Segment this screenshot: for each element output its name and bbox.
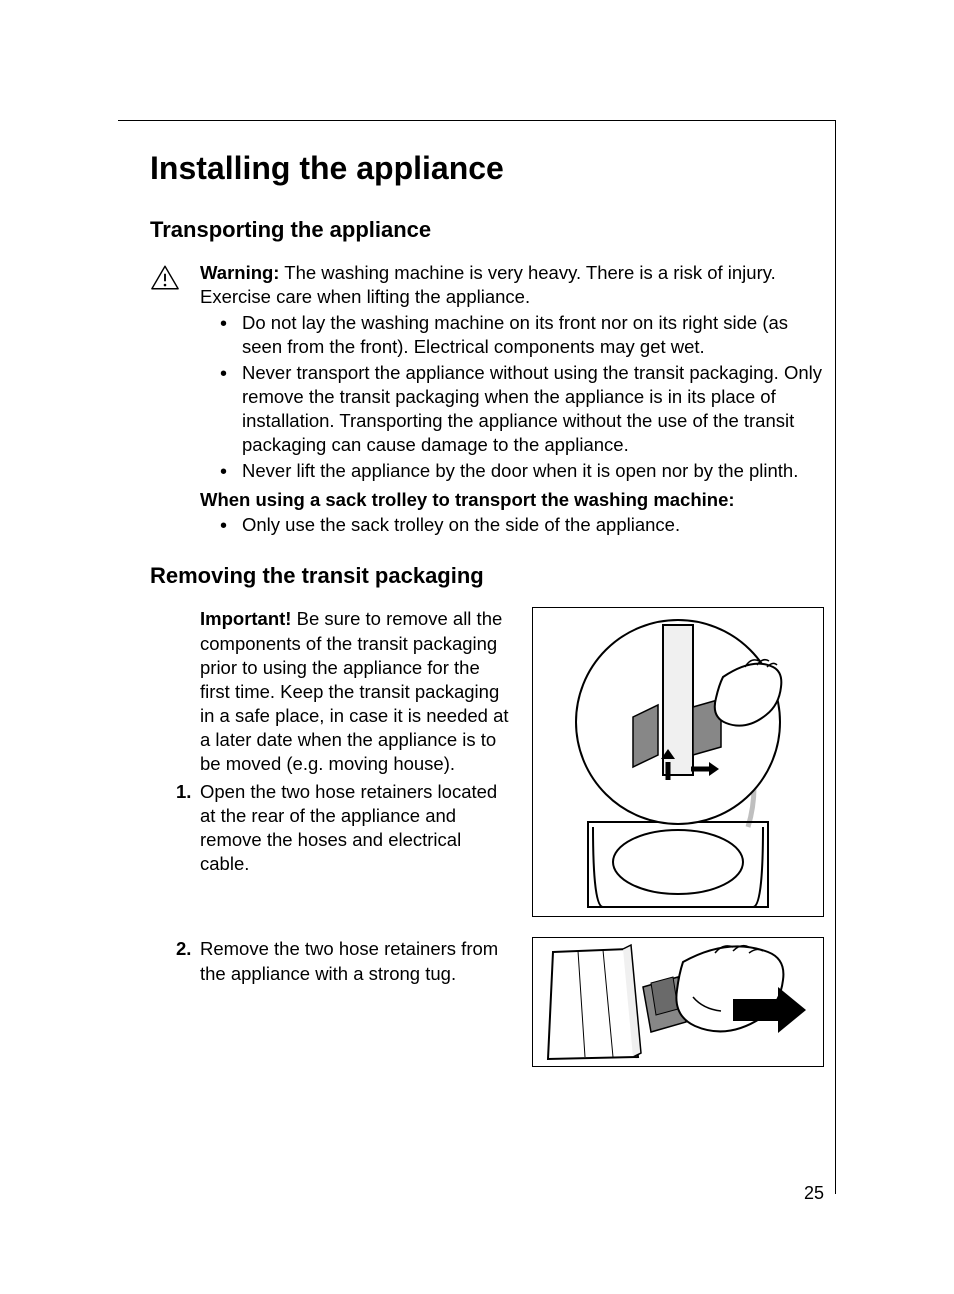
important-step1-text: Important! Be sure to remove all the com… bbox=[200, 607, 514, 917]
warning-label: Warning: bbox=[200, 262, 279, 283]
step2-row: Remove the two hose retainers from the a… bbox=[150, 937, 824, 1067]
manual-page: Installing the appliance Transporting th… bbox=[0, 0, 954, 1294]
page-content: Installing the appliance Transporting th… bbox=[150, 120, 824, 1067]
figure-2-box bbox=[532, 937, 824, 1067]
transport-bullets: Do not lay the washing machine on its fr… bbox=[220, 311, 824, 483]
transport-bullet: Never lift the appliance by the door whe… bbox=[220, 459, 824, 483]
warning-block: Warning: The washing machine is very hea… bbox=[200, 261, 824, 483]
important-text: Be sure to remove all the components of … bbox=[200, 608, 509, 773]
page-number: 25 bbox=[804, 1183, 824, 1204]
hose-retainer-pull-diagram-icon bbox=[533, 937, 823, 1067]
step2-text: Remove the two hose retainers from the a… bbox=[200, 937, 514, 1067]
section-heading-transport: Transporting the appliance bbox=[150, 217, 824, 243]
trolley-block: Only use the sack trolley on the side of… bbox=[200, 513, 824, 537]
important-paragraph: Important! Be sure to remove all the com… bbox=[200, 607, 514, 775]
step-1: Open the two hose retainers located at t… bbox=[150, 780, 514, 876]
steps-list-1: Open the two hose retainers located at t… bbox=[150, 780, 514, 876]
step-2: Remove the two hose retainers from the a… bbox=[150, 937, 514, 985]
figure-1-box bbox=[532, 607, 824, 917]
steps-list-2: Remove the two hose retainers from the a… bbox=[150, 937, 514, 985]
important-step1-row: Important! Be sure to remove all the com… bbox=[150, 607, 824, 917]
trolley-subhead: When using a sack trolley to transport t… bbox=[200, 489, 824, 511]
top-rule bbox=[118, 120, 836, 121]
section-heading-remove: Removing the transit packaging bbox=[150, 563, 824, 589]
transport-bullet: Never transport the appliance without us… bbox=[220, 361, 824, 457]
trolley-bullet: Only use the sack trolley on the side of… bbox=[220, 513, 824, 537]
important-label: Important! bbox=[200, 608, 291, 629]
transport-bullet: Do not lay the washing machine on its fr… bbox=[220, 311, 824, 359]
hose-retainer-open-diagram-icon bbox=[533, 607, 823, 917]
warning-triangle-icon bbox=[150, 264, 180, 291]
trolley-bullets: Only use the sack trolley on the side of… bbox=[220, 513, 824, 537]
warning-text: The washing machine is very heavy. There… bbox=[200, 262, 776, 307]
page-title: Installing the appliance bbox=[150, 150, 824, 187]
right-rule bbox=[835, 120, 836, 1194]
warning-paragraph: Warning: The washing machine is very hea… bbox=[200, 261, 824, 309]
